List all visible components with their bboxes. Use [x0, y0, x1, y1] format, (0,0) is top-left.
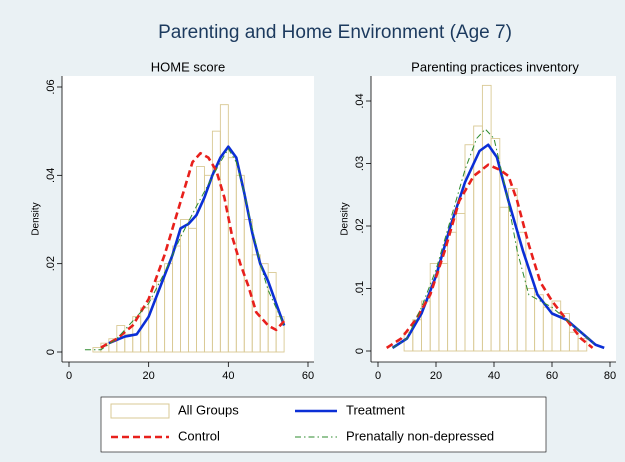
- y-tick-label: .02: [45, 256, 57, 271]
- legend-label: Prenatally non-depressed: [346, 428, 494, 443]
- y-tick-label: .02: [354, 218, 366, 233]
- density-line: [385, 163, 594, 349]
- density-line: [392, 128, 596, 349]
- y-axis-label: Density: [31, 202, 42, 235]
- y-axis-label: Density: [340, 202, 351, 235]
- legend-label: All Groups: [178, 402, 239, 417]
- x-tick-label: 20: [430, 370, 442, 382]
- plot-area: [62, 76, 314, 362]
- density-line: [100, 151, 286, 349]
- y-tick-label: 0: [45, 349, 57, 355]
- x-tick-label: 0: [66, 370, 72, 382]
- x-tick-label: 60: [546, 370, 558, 382]
- x-tick-label: 40: [222, 370, 234, 382]
- figure-title: Parenting and Home Environment (Age 7): [158, 22, 512, 43]
- legend-label: Treatment: [346, 402, 405, 417]
- density-line: [108, 145, 286, 345]
- legend-swatch: [110, 403, 170, 419]
- plot-area: [371, 76, 616, 362]
- y-tick-label: .03: [354, 156, 366, 171]
- x-tick-label: 60: [302, 370, 314, 382]
- y-tick-label: .01: [354, 281, 366, 296]
- y-tick-label: .04: [354, 93, 366, 108]
- x-tick-label: 80: [604, 370, 616, 382]
- legend-box: [100, 396, 547, 453]
- density-line: [84, 148, 285, 351]
- x-tick-label: 40: [488, 370, 500, 382]
- x-tick-label: 0: [375, 370, 381, 382]
- legend-label: Control: [178, 428, 220, 443]
- panel-title: HOME score: [151, 59, 225, 74]
- y-tick-label: 0: [354, 348, 366, 354]
- y-tick-label: .06: [45, 79, 57, 94]
- panel-title: Parenting practices inventory: [411, 59, 579, 74]
- y-tick-label: .04: [45, 168, 57, 183]
- x-tick-label: 20: [143, 370, 155, 382]
- histogram-bar: [267, 272, 277, 353]
